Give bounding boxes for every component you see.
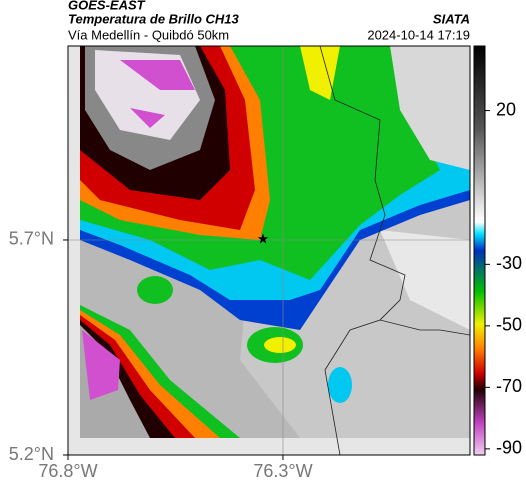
x-tick-label: 76.8°W	[38, 461, 97, 481]
x-tick-label: 76.3°W	[253, 461, 312, 481]
y-tick-label: 5.7°N	[9, 229, 54, 249]
satellite-image: ★	[68, 46, 470, 455]
y-tick-label: 5.2°N	[9, 444, 54, 464]
source: SIATA	[433, 11, 470, 26]
datetime: 2024-10-14 17:19	[367, 27, 470, 42]
colorbar-tick-label: -30	[496, 253, 522, 273]
colorbar-tick-label: 20	[496, 99, 516, 119]
colorbar-tick-label: -50	[496, 315, 522, 335]
svg-text:★: ★	[257, 231, 270, 247]
colorbar-tick-label: -70	[496, 376, 522, 396]
colorbar-tick-label: -90	[496, 438, 522, 458]
colorbar	[473, 45, 486, 456]
map-frame	[67, 45, 471, 456]
title: GOES-EAST	[68, 0, 146, 12]
subtitle: Temperatura de Brillo CH13	[68, 11, 240, 26]
location: Vía Medellín - Quibdó 50km	[68, 27, 229, 42]
